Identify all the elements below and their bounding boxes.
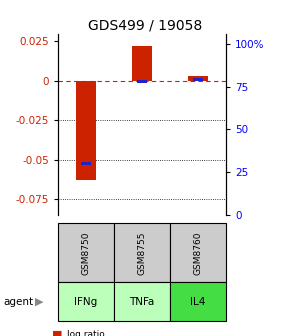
Text: IL4: IL4 (191, 297, 206, 306)
Bar (81, 162, 91, 165)
Bar (137, 80, 147, 83)
Text: GSM8750: GSM8750 (81, 231, 90, 275)
Bar (132, 46, 152, 81)
Text: ■: ■ (52, 329, 63, 336)
Bar (76, 81, 96, 180)
Bar (188, 76, 208, 81)
Text: log ratio: log ratio (67, 330, 104, 336)
Text: IFNg: IFNg (75, 297, 98, 306)
Text: GDS499 / 19058: GDS499 / 19058 (88, 18, 202, 33)
Text: ▶: ▶ (35, 297, 44, 306)
Text: TNFa: TNFa (129, 297, 155, 306)
Text: GSM8755: GSM8755 (137, 231, 147, 275)
Text: agent: agent (3, 297, 33, 306)
Text: GSM8760: GSM8760 (194, 231, 203, 275)
Bar (193, 78, 203, 81)
